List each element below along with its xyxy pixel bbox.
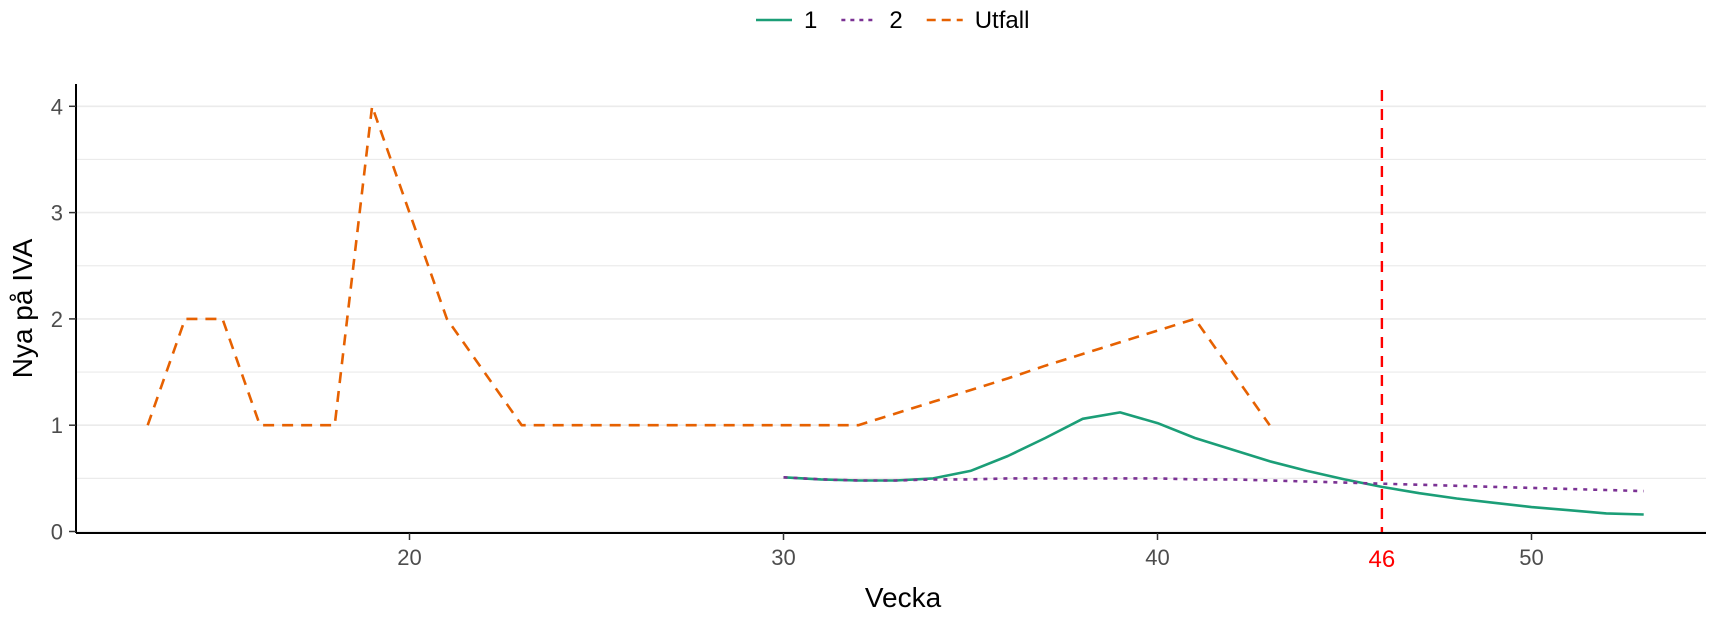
legend: 1 2 Utfall [756, 7, 1029, 34]
y-axis-title: Nya på IVA [7, 238, 38, 378]
axis-ticks: 20 30 40 50 0 1 2 3 4 [51, 94, 1544, 570]
x-tick-label: 50 [1519, 545, 1543, 570]
annotations: 46 [1369, 90, 1396, 573]
series-line-1 [783, 411, 1644, 516]
y-tick-label: 0 [51, 520, 63, 545]
x-axis-title: Vecka [865, 582, 942, 613]
x-tick-label: 20 [397, 545, 421, 570]
series-line-utfall [146, 105, 1271, 427]
y-tick-label: 3 [51, 201, 63, 226]
y-tick-label: 4 [51, 94, 63, 119]
y-tick-label: 1 [51, 413, 63, 438]
legend-label: 1 [804, 7, 817, 34]
marker-label: 46 [1369, 546, 1396, 573]
series-lines [146, 105, 1644, 516]
grid-lines [76, 105, 1706, 533]
x-tick-label: 30 [771, 545, 795, 570]
legend-label: Utfall [975, 7, 1030, 34]
x-tick-label: 40 [1145, 545, 1169, 570]
series-line-2 [783, 476, 1644, 493]
axes [75, 84, 1706, 534]
legend-label: 2 [889, 7, 902, 34]
y-tick-label: 2 [51, 307, 63, 332]
